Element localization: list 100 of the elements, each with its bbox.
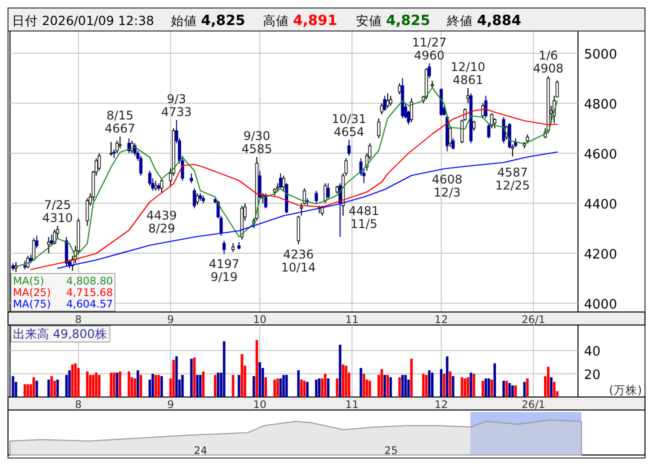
candlestick (428, 62, 431, 79)
bar (300, 380, 303, 397)
bar (511, 385, 514, 397)
bar (193, 358, 196, 397)
bar (256, 340, 258, 397)
candlestick (190, 172, 194, 184)
y-tick-label: 4000 (584, 297, 618, 312)
bar (446, 356, 448, 397)
bar (240, 354, 244, 397)
bar (493, 363, 496, 397)
x-tick-label: 9 (167, 314, 174, 326)
bar (360, 368, 362, 397)
bar (285, 374, 288, 397)
bar (464, 378, 466, 397)
candlestick (35, 235, 38, 249)
bar (490, 380, 494, 397)
bar (552, 382, 556, 397)
candlestick (510, 144, 514, 157)
bar (276, 378, 279, 397)
text: 日付 2026/01/09 12:38 (12, 13, 154, 28)
bar (448, 371, 452, 397)
bar (389, 377, 392, 397)
bar (368, 380, 372, 397)
bar (92, 374, 95, 397)
candlestick (222, 240, 226, 254)
bar (550, 377, 552, 397)
bar (318, 378, 321, 397)
bar (232, 374, 234, 397)
y-tick-label: 4200 (584, 247, 618, 262)
bar (110, 372, 112, 397)
bar (264, 377, 267, 397)
y-tick-label: 4600 (584, 147, 618, 162)
annotation: 4587 12/25 (495, 166, 530, 192)
candlestick (196, 192, 199, 205)
x-tick-label: 8 (75, 399, 82, 411)
x-tick-label: 10 (253, 314, 266, 326)
x-tick-label: 8 (75, 314, 82, 326)
annotation: 4481 11/5 (348, 204, 380, 231)
annotation: 9/3 4733 (161, 92, 192, 119)
bar (466, 377, 470, 397)
annotation: 1/6 4908 (532, 48, 564, 76)
bar (77, 368, 80, 397)
candlestick (386, 92, 390, 109)
candlestick (410, 98, 414, 122)
bar (222, 341, 226, 397)
bar (202, 371, 205, 397)
bar (56, 380, 59, 397)
bar (404, 374, 407, 397)
candlestick (50, 234, 54, 246)
x-tick-label: 25 (384, 445, 398, 457)
bar (297, 370, 300, 397)
y-tick-label: 4800 (584, 97, 618, 112)
bar (336, 378, 338, 397)
bar (98, 374, 100, 397)
bar (324, 374, 326, 397)
bar (140, 374, 142, 397)
x-tick-label: 10 (253, 399, 266, 411)
candlestick (118, 136, 122, 149)
candlestick (160, 178, 164, 194)
bar (258, 362, 262, 397)
bar (344, 366, 348, 397)
annotation: 11/27 4960 (412, 35, 447, 62)
candlestick (139, 155, 142, 176)
bar (380, 369, 383, 397)
bar (94, 372, 98, 397)
candlestick (296, 215, 300, 245)
bar (428, 370, 431, 397)
bar (425, 374, 428, 397)
candlestick (347, 139, 351, 156)
annotation: 4439 8/29 (146, 208, 177, 236)
candlestick (192, 188, 196, 209)
legend: MA(5) 4,808.80 MA(25) 4,715.68 MA(75) 4,604.57 (10, 273, 116, 312)
bar (116, 372, 118, 397)
bar (181, 374, 184, 397)
y-tick-label: 4400 (584, 197, 618, 212)
bar (460, 377, 464, 397)
bar (470, 372, 472, 397)
text: 始値 4,825 (171, 13, 246, 29)
candlestick (383, 95, 386, 112)
bar (452, 376, 454, 397)
bar (526, 378, 529, 397)
bar (282, 374, 285, 397)
candlestick (493, 118, 496, 129)
bar (172, 360, 175, 397)
x-tick-label: 11 (345, 314, 359, 326)
bar (199, 374, 202, 397)
annotation: 12/10 4861 (450, 60, 486, 87)
candlestick (314, 190, 318, 204)
candlestick (110, 142, 113, 156)
x-tick-label: 24 (194, 445, 208, 457)
candlestick (472, 120, 476, 132)
y-tick-label: 20 (584, 368, 601, 383)
annotation: 4236 10/14 (281, 247, 316, 274)
x-tick-label: 12 (434, 399, 448, 411)
bar (24, 384, 26, 397)
bar (160, 376, 163, 397)
bar (190, 358, 193, 397)
bar (472, 374, 476, 397)
candlestick (452, 138, 455, 150)
annotation: 4608 12/3 (432, 172, 462, 200)
